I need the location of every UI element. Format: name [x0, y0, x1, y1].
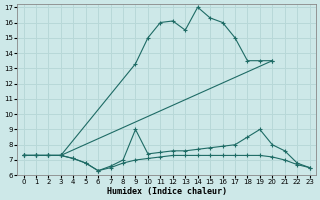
X-axis label: Humidex (Indice chaleur): Humidex (Indice chaleur)	[107, 187, 227, 196]
